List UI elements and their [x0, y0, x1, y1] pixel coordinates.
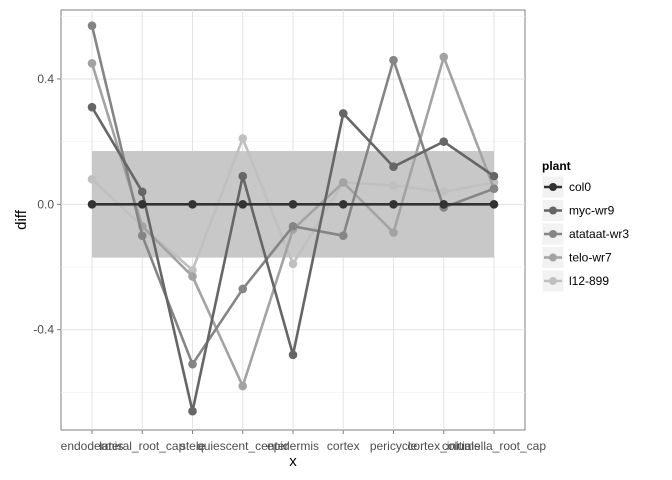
y-tick-label: -0.4 — [33, 323, 54, 337]
data-point — [188, 200, 197, 209]
data-point — [188, 359, 197, 369]
legend-label: col0 — [569, 180, 591, 194]
legend-items: col0 myc-wr9 atataat-wr3 telo-wr7 l12-899 — [541, 175, 629, 293]
data-point — [439, 52, 449, 62]
data-point — [238, 284, 248, 294]
data-point — [389, 162, 398, 172]
data-point — [238, 171, 248, 181]
data-point — [338, 109, 348, 118]
legend-label: telo-wr7 — [569, 251, 612, 265]
data-point — [188, 406, 197, 416]
data-point — [238, 381, 248, 391]
legend-key-point — [549, 230, 557, 238]
legend: plant col0 myc-wr9 atataat-wr3 telo-wr7 l12-… — [541, 159, 629, 293]
data-point — [87, 21, 97, 30]
data-point — [87, 200, 97, 209]
data-point — [389, 55, 398, 65]
data-point — [288, 221, 298, 231]
legend-item: atataat-wr3 — [541, 222, 629, 246]
legend-key-point — [549, 277, 557, 285]
data-point — [238, 134, 248, 143]
series-col0 — [87, 200, 499, 209]
data-point — [238, 200, 248, 209]
legend-key-point — [549, 183, 557, 191]
data-point — [489, 184, 499, 193]
data-point — [338, 200, 348, 209]
data-point — [389, 181, 398, 190]
x-tick-label: epidermis — [267, 439, 319, 453]
data-point — [489, 171, 499, 181]
legend-label: l12-899 — [569, 274, 609, 288]
data-point — [338, 231, 348, 240]
y-tick-label: 0.4 — [37, 72, 54, 86]
x-tick-label: cortex_initials — [407, 439, 480, 453]
data-point — [338, 178, 348, 187]
data-point — [288, 259, 298, 269]
data-point — [87, 58, 97, 68]
y-axis-title: diff — [13, 209, 30, 230]
data-point — [389, 200, 398, 209]
data-point — [439, 187, 449, 197]
data-point — [188, 272, 197, 281]
data-point — [439, 200, 449, 209]
data-point — [188, 265, 197, 275]
legend-item: telo-wr7 — [541, 246, 612, 269]
series-layer — [87, 21, 499, 416]
legend-title: plant — [542, 159, 571, 173]
data-point — [288, 200, 298, 209]
legend-item: myc-wr9 — [541, 199, 615, 222]
data-point — [87, 102, 97, 112]
legend-label: atataat-wr3 — [569, 227, 629, 241]
legend-key-point — [549, 206, 557, 215]
legend-item: l12-899 — [541, 269, 609, 293]
data-point — [137, 187, 147, 197]
x-tick-label: lateral_root_cap — [99, 439, 185, 453]
data-point — [137, 200, 147, 209]
y-tick-label: 0.0 — [37, 197, 54, 211]
x-tick-label: endodermis — [61, 439, 124, 453]
legend-key-point — [549, 253, 557, 262]
x-tick-label: columella_root_cap — [442, 439, 546, 453]
data-point — [389, 228, 398, 237]
x-axis-ticks: endodermislateral_root_capstelequiescent… — [61, 430, 546, 453]
x-tick-label: pericycle — [370, 439, 418, 453]
x-tick-label: cortex — [327, 439, 360, 453]
x-tick-label: stele — [180, 439, 206, 453]
legend-item: col0 — [541, 175, 591, 199]
x-axis-title: x — [289, 453, 297, 470]
data-point — [489, 200, 499, 209]
data-point — [288, 350, 298, 360]
data-point — [439, 137, 449, 146]
data-point — [137, 231, 147, 240]
y-axis-ticks: -0.4 0.0 0.4 — [33, 72, 61, 337]
data-point — [87, 174, 97, 184]
legend-label: myc-wr9 — [569, 204, 615, 218]
series-myc-wr9 — [87, 102, 499, 416]
x-tick-label: quiescent_center — [197, 439, 288, 453]
